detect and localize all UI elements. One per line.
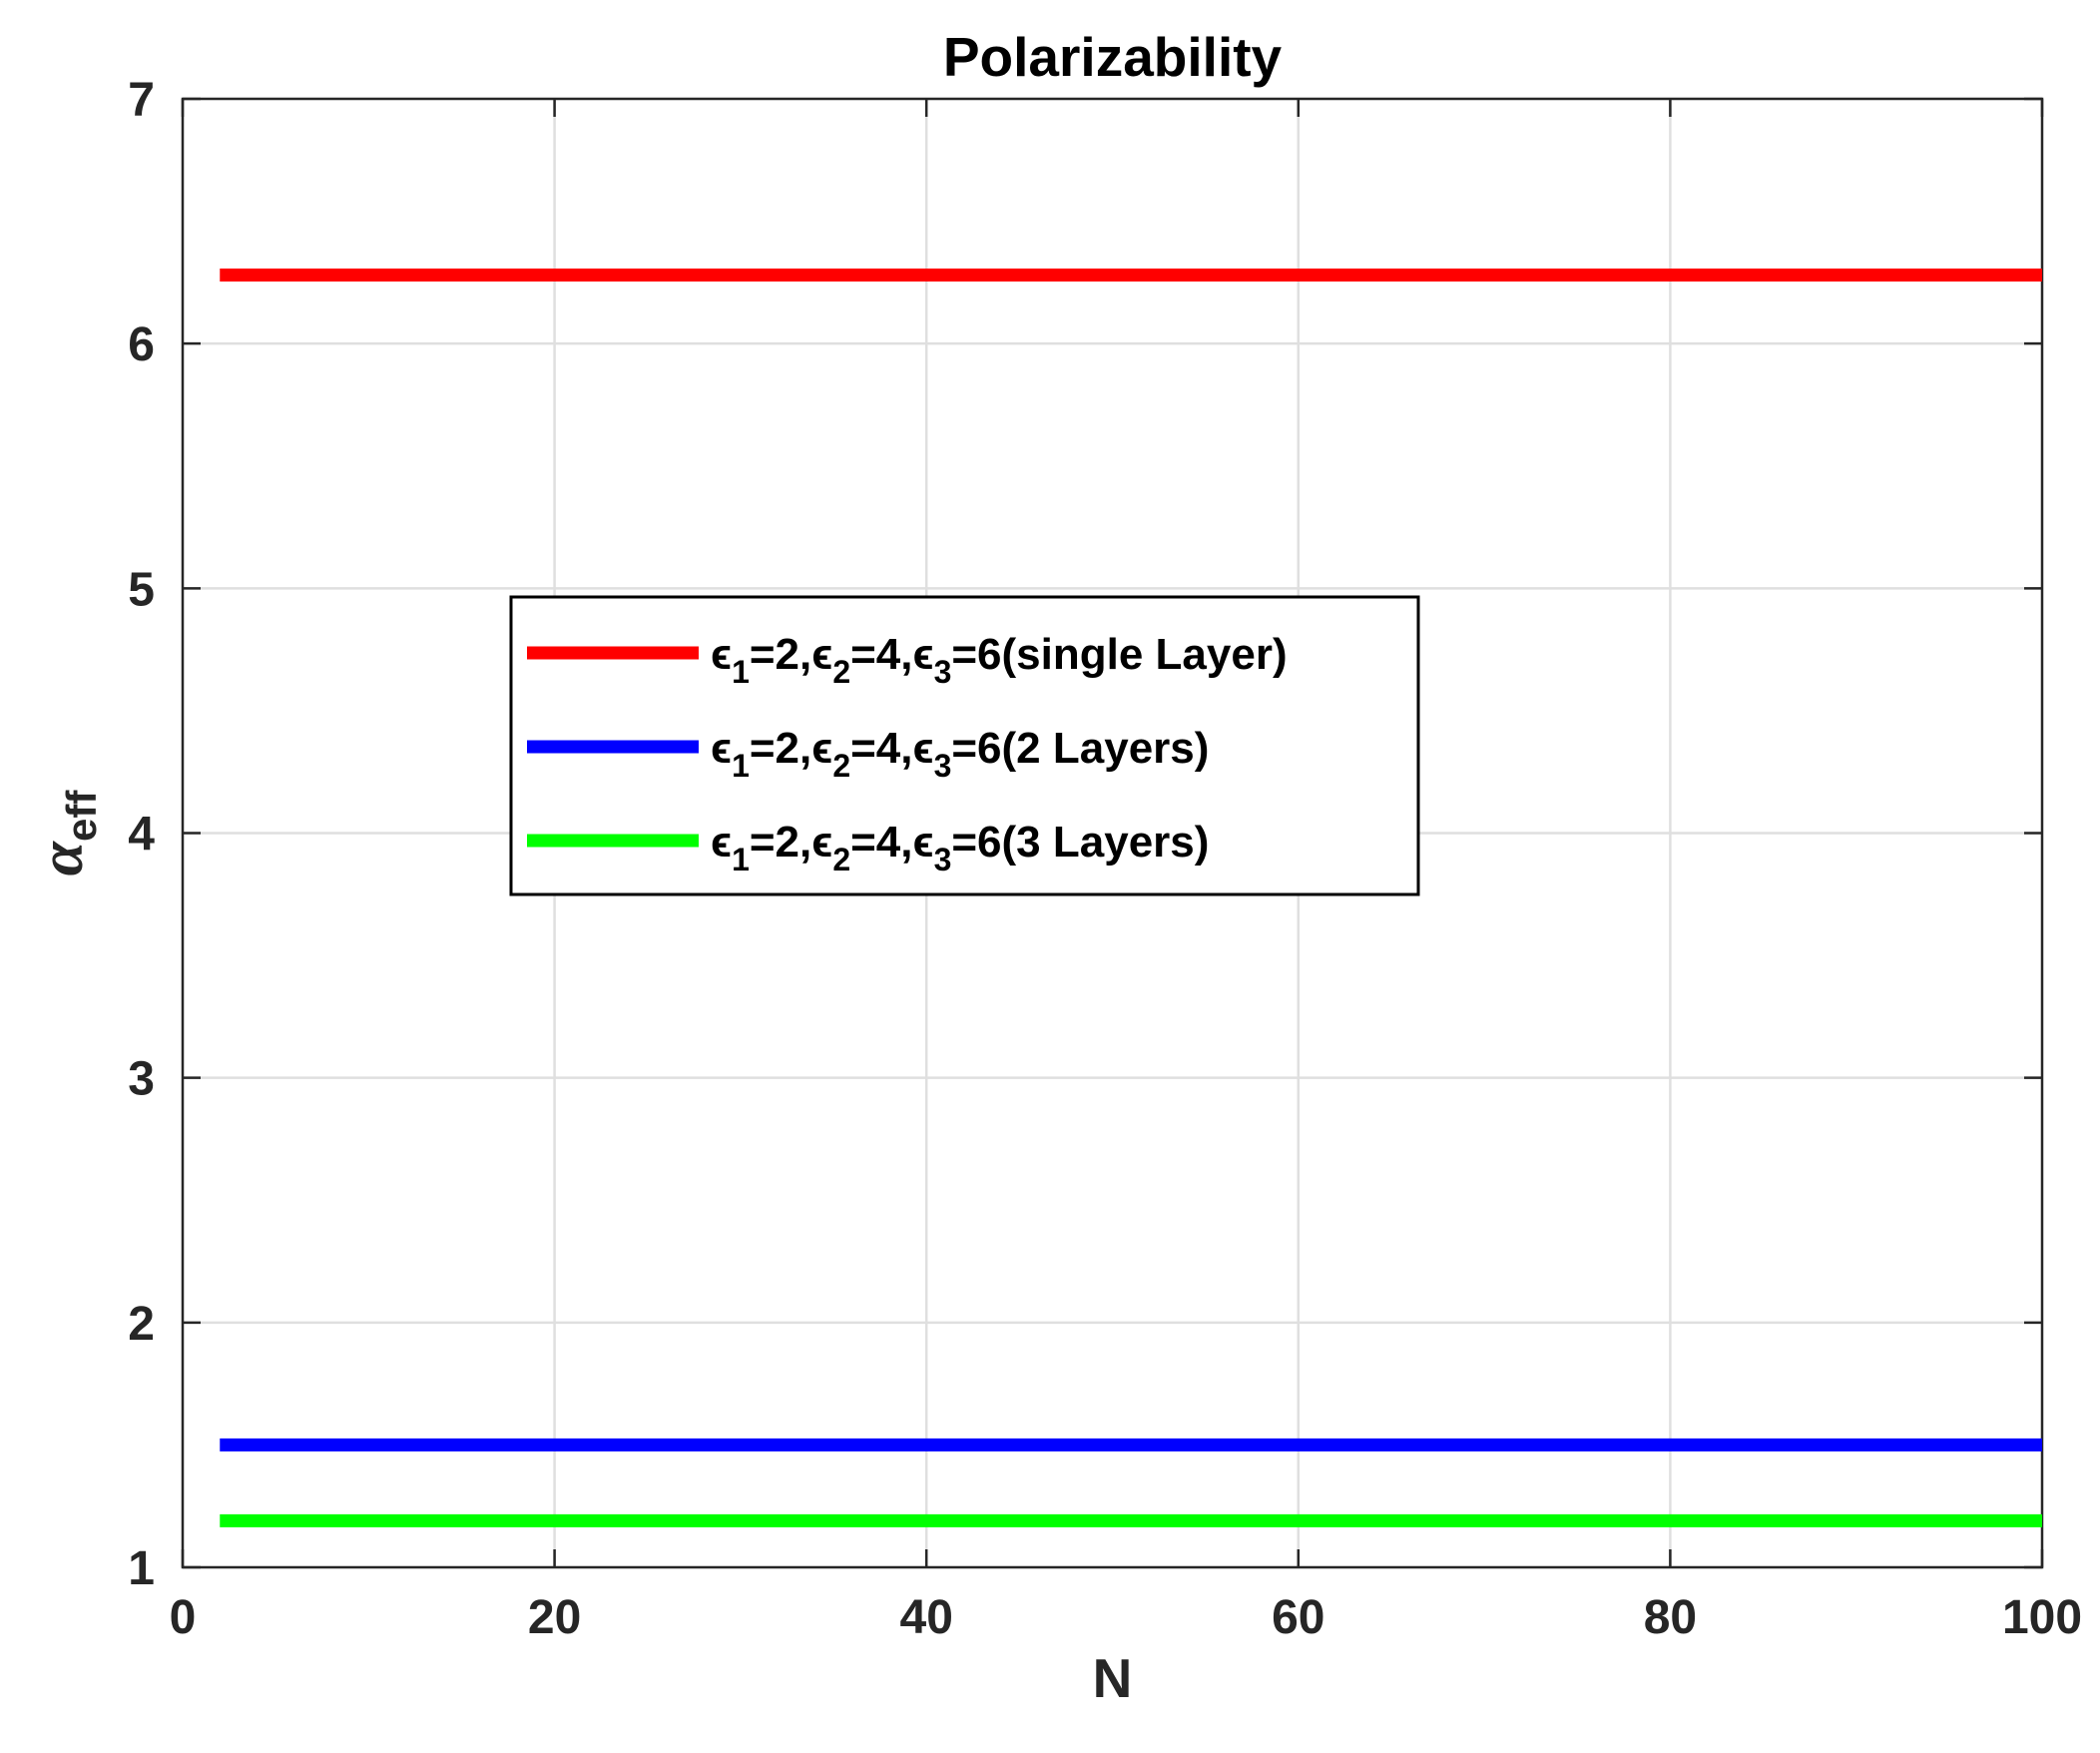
legend-text-part: ϵ: [711, 630, 732, 679]
legend-subscript: 2: [832, 842, 850, 877]
y-tick-label: 7: [128, 74, 155, 127]
y-tick-label: 5: [128, 563, 155, 616]
x-axis-label: N: [1093, 1647, 1133, 1709]
legend-subscript: 2: [832, 748, 850, 784]
y-tick-label: 1: [128, 1542, 155, 1595]
legend-text-part: ϵ: [913, 818, 934, 867]
legend-subscript: 3: [934, 654, 952, 690]
x-tick-label: 60: [1272, 1591, 1324, 1644]
legend-text-part: =4,: [850, 818, 912, 867]
y-axis-label-subscript: eff: [58, 790, 105, 842]
legend-subscript: 3: [934, 748, 952, 784]
legend-entry-2: ϵ1=2,ϵ2=4,ϵ3=6(2 Layers): [711, 724, 1209, 784]
series-lines: [220, 269, 2042, 1527]
legend-text-part: ϵ: [811, 818, 832, 867]
legend-text-part: =4,: [850, 630, 912, 679]
legend-text-part: ϵ: [711, 724, 732, 773]
axis-ticks: 0 20 40 60 80 100 1 2 3 4 5 6 7: [128, 74, 2082, 1644]
grid: [183, 99, 2042, 1567]
x-tick-label: 80: [1644, 1591, 1697, 1644]
legend-subscript: 1: [732, 654, 750, 690]
legend-text-part: ϵ: [811, 724, 832, 773]
y-axis-label-symbol: α: [28, 840, 96, 876]
legend-subscript: 1: [732, 748, 750, 784]
legend-subscript: 3: [934, 842, 952, 877]
y-axis-label: αeff: [28, 790, 105, 876]
legend-text-part: ϵ: [913, 630, 934, 679]
legend-text-part: ϵ: [711, 818, 732, 867]
legend-text-part: =6(single Layer): [951, 630, 1287, 679]
legend-entry-1: ϵ1=2,ϵ2=4,ϵ3=6(single Layer): [711, 630, 1288, 690]
legend-text-part: =4,: [850, 724, 912, 773]
x-tick-label: 40: [900, 1591, 953, 1644]
y-tick-label: 6: [128, 318, 155, 371]
legend-subscript: 1: [732, 842, 750, 877]
legend-text-part: =6(2 Layers): [951, 724, 1209, 773]
y-tick-label: 4: [128, 809, 155, 862]
y-tick-label: 3: [128, 1053, 155, 1106]
legend-text-part: =2,: [750, 630, 811, 679]
legend-text-part: =2,: [750, 818, 811, 867]
x-tick-label: 0: [170, 1591, 197, 1644]
y-tick-label: 2: [128, 1298, 155, 1351]
legend-text-part: ϵ: [811, 630, 832, 679]
legend-entry-3: ϵ1=2,ϵ2=4,ϵ3=6(3 Layers): [711, 818, 1209, 877]
legend: ϵ1=2,ϵ2=4,ϵ3=6(single Layer)ϵ1=2,ϵ2=4,ϵ3…: [509, 595, 1420, 896]
legend-text-part: =6(3 Layers): [951, 818, 1209, 867]
x-tick-label: 20: [528, 1591, 581, 1644]
chart-title: Polarizability: [943, 26, 1283, 88]
legend-text-part: =2,: [750, 724, 811, 773]
legend-text-part: ϵ: [913, 724, 934, 773]
x-tick-label: 100: [2002, 1591, 2082, 1644]
legend-subscript: 2: [832, 654, 850, 690]
